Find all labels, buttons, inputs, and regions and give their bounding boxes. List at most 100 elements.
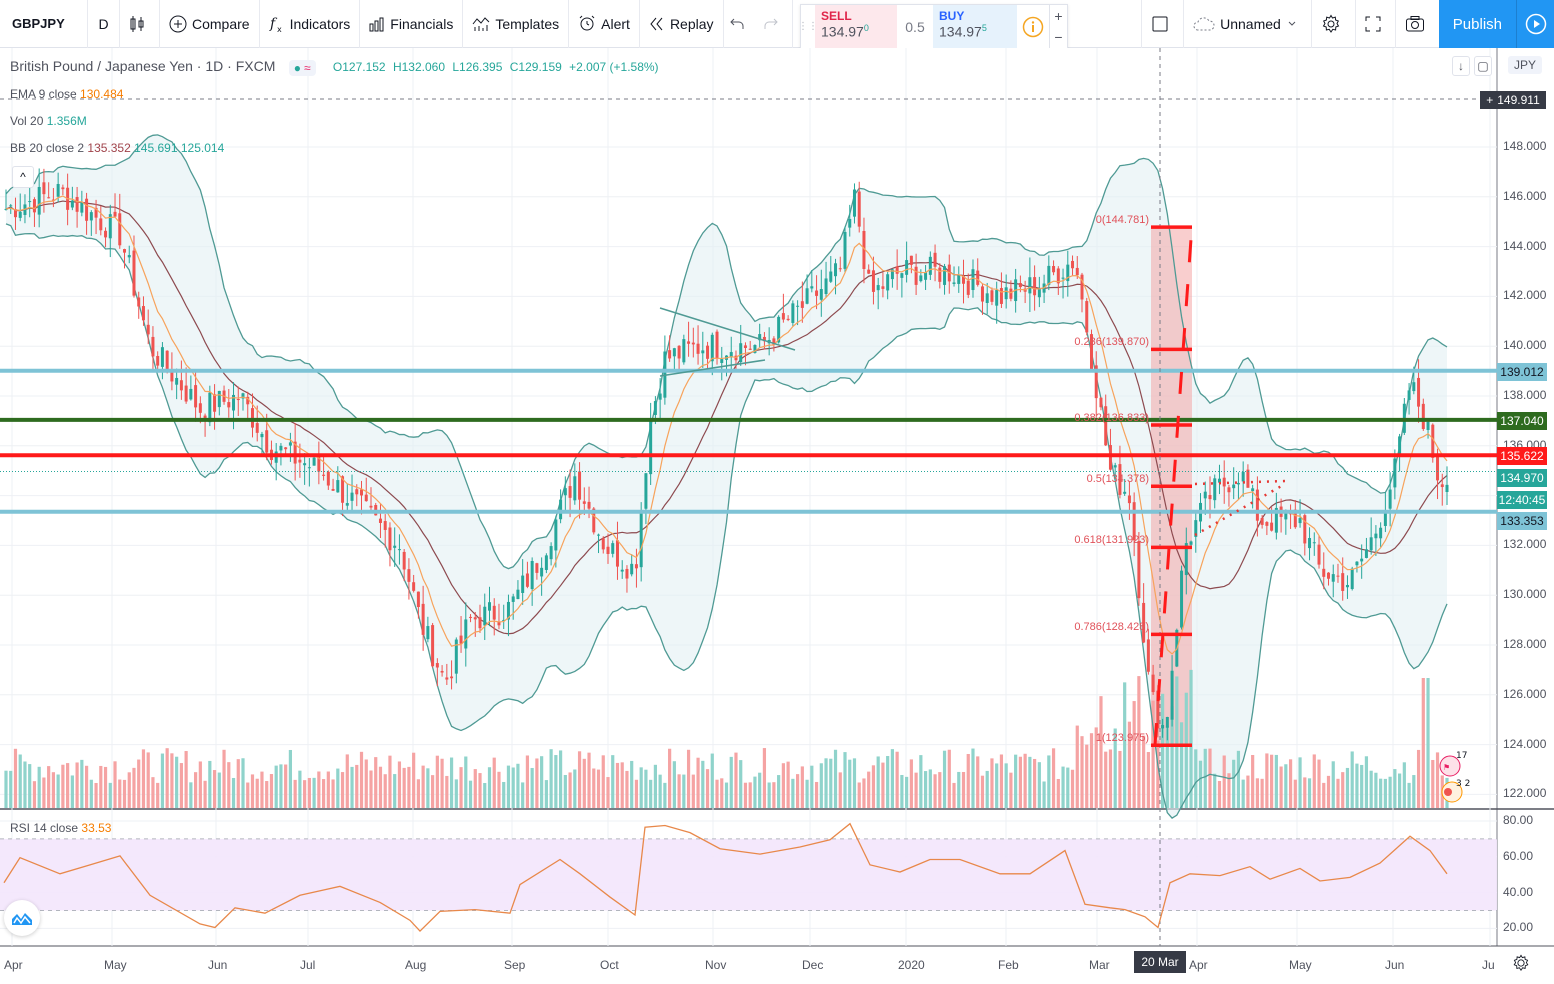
ohlc-high: H132.060 bbox=[392, 60, 445, 74]
ema-label: EMA 9 close bbox=[10, 87, 77, 101]
time-label: Apr bbox=[4, 958, 23, 972]
bb-lower-value: 125.014 bbox=[180, 141, 225, 155]
decrease-button[interactable]: − bbox=[1054, 29, 1063, 46]
camera-icon bbox=[1405, 16, 1424, 32]
rsi-legend[interactable]: RSI 14 close 33.53 bbox=[10, 821, 111, 835]
drag-handle-icon[interactable]: ⋮⋮ bbox=[798, 21, 818, 32]
info-button[interactable] bbox=[1017, 5, 1049, 48]
auto-scale-button[interactable]: ▢ bbox=[1474, 56, 1492, 76]
time-label: May bbox=[104, 958, 127, 972]
trade-panel: ⋮⋮ SELL 134.970 0.5 BUY 134.975 + − bbox=[798, 4, 1068, 48]
time-label: Oct bbox=[600, 958, 619, 972]
increase-button[interactable]: + bbox=[1054, 7, 1063, 24]
replay-label: Replay bbox=[669, 15, 714, 32]
bar-chart-icon bbox=[369, 17, 384, 31]
earnings-event-icon[interactable]: ⚑ 17 3 2 bbox=[1438, 748, 1478, 813]
undo-button[interactable] bbox=[724, 0, 755, 48]
settings-button[interactable] bbox=[1310, 0, 1355, 48]
svg-text:17: 17 bbox=[1456, 751, 1467, 761]
compare-button[interactable]: Compare bbox=[160, 0, 260, 48]
publish-button[interactable]: Publish bbox=[1438, 0, 1516, 48]
alarm-clock-icon bbox=[579, 15, 595, 30]
rsi-tick: 60.00 bbox=[1503, 848, 1534, 863]
cloud-icon bbox=[1193, 17, 1215, 31]
bollinger-legend[interactable]: BB 20 close 2 135.352 145.691 125.014 bbox=[10, 141, 224, 155]
replay-button[interactable]: Replay bbox=[640, 0, 724, 48]
price-label-countdown: 12:40:45 bbox=[1497, 491, 1547, 509]
bb-basis-value: 135.352 bbox=[87, 141, 131, 155]
chart-type-button[interactable] bbox=[120, 0, 160, 48]
time-label: Jul bbox=[300, 958, 316, 972]
brackets-icon: ▢ bbox=[1477, 59, 1489, 73]
ema-value: 130.484 bbox=[80, 87, 124, 101]
time-label: Jun bbox=[1385, 958, 1405, 972]
publish-dropdown-button[interactable] bbox=[1516, 0, 1554, 48]
currency-label[interactable]: JPY bbox=[1508, 56, 1543, 74]
fullscreen-button[interactable] bbox=[1354, 0, 1395, 48]
price-tick: 132.000 bbox=[1503, 537, 1547, 552]
fib-level-label: 0.382(136.833) bbox=[1074, 412, 1149, 425]
layout-name: Unnamed bbox=[1220, 16, 1281, 32]
price-tick: 128.000 bbox=[1503, 637, 1547, 651]
time-label: Feb bbox=[998, 958, 1019, 972]
volume-value: 1.356M bbox=[46, 114, 87, 128]
time-label: Ju bbox=[1482, 958, 1495, 972]
layout-name-button[interactable]: Unnamed bbox=[1183, 0, 1311, 48]
price-tick: 138.000 bbox=[1503, 388, 1547, 402]
time-label: Sep bbox=[504, 958, 526, 972]
templates-button[interactable]: Templates bbox=[463, 0, 570, 48]
svg-text:x: x bbox=[277, 25, 282, 33]
price-tick: 148.000 bbox=[1503, 139, 1547, 153]
main-series-legend: British Pound / Japanese Yen · 1D · FXCM… bbox=[10, 58, 659, 76]
redo-button[interactable] bbox=[755, 0, 793, 48]
svg-text:f: f bbox=[269, 16, 278, 32]
fib-level-label: 0.618(131.923) bbox=[1074, 534, 1149, 547]
collapse-legend-button[interactable]: ^ bbox=[12, 166, 34, 188]
rsi-tick: 80.00 bbox=[1503, 813, 1534, 827]
ohlc-close: C129.159 bbox=[509, 60, 562, 74]
plus-icon: + bbox=[1486, 93, 1494, 107]
alert-button[interactable]: Alert bbox=[569, 0, 640, 48]
templates-icon bbox=[472, 16, 490, 31]
price-tick: 142.000 bbox=[1503, 288, 1547, 303]
multi-chart-layout-button[interactable] bbox=[1141, 0, 1183, 48]
sell-button[interactable]: SELL 134.970 bbox=[815, 5, 897, 48]
quantity-stepper[interactable]: + − bbox=[1049, 5, 1067, 48]
indicators-label: Indicators bbox=[289, 15, 351, 32]
rsi-tick: 40.00 bbox=[1503, 884, 1534, 899]
volume-legend[interactable]: Vol 20 1.356M bbox=[10, 114, 87, 128]
sell-label: SELL bbox=[821, 9, 852, 23]
snapshot-button[interactable] bbox=[1394, 0, 1439, 48]
plus-circle-icon bbox=[169, 15, 187, 32]
sell-price: 134.970 bbox=[821, 23, 869, 40]
fib-level-label: 1(123.975) bbox=[1095, 732, 1149, 745]
fib-level-label: 0.236(139.870) bbox=[1074, 336, 1149, 349]
play-circle-icon bbox=[1525, 13, 1546, 35]
buy-label: BUY bbox=[939, 9, 965, 23]
market-status-badge[interactable]: ● ≈ bbox=[288, 59, 316, 76]
symbol-search-button[interactable]: GBPJPY bbox=[0, 0, 88, 48]
ohlc-change: +2.007 (+1.58%) bbox=[569, 60, 659, 74]
price-chart-canvas[interactable] bbox=[0, 48, 1554, 984]
buy-button[interactable]: BUY 134.975 bbox=[933, 5, 1017, 48]
price-label-support-133: 133.353 bbox=[1497, 512, 1547, 530]
price-tick: 146.000 bbox=[1503, 188, 1547, 203]
price-label-last-price: 134.970 bbox=[1497, 469, 1547, 487]
price-tick: 126.000 bbox=[1503, 686, 1547, 701]
interval-button[interactable]: D bbox=[88, 0, 120, 48]
time-label: Mar bbox=[1089, 958, 1110, 972]
rewind-icon bbox=[650, 17, 663, 30]
alert-label: Alert bbox=[601, 15, 630, 32]
scroll-down-button[interactable]: ↓ bbox=[1452, 56, 1470, 76]
ema-legend[interactable]: EMA 9 close 130.484 bbox=[10, 87, 123, 101]
rsi-value: 33.53 bbox=[81, 821, 112, 835]
logo-icon bbox=[12, 913, 32, 925]
fullscreen-icon bbox=[1365, 16, 1381, 32]
tradingview-logo[interactable] bbox=[4, 900, 40, 936]
financials-button[interactable]: Financials bbox=[360, 0, 464, 48]
time-label: Jun bbox=[208, 958, 228, 972]
series-title: British Pound / Japanese Yen · 1D · FXCM bbox=[10, 58, 276, 74]
axis-settings-button[interactable] bbox=[1512, 954, 1530, 977]
